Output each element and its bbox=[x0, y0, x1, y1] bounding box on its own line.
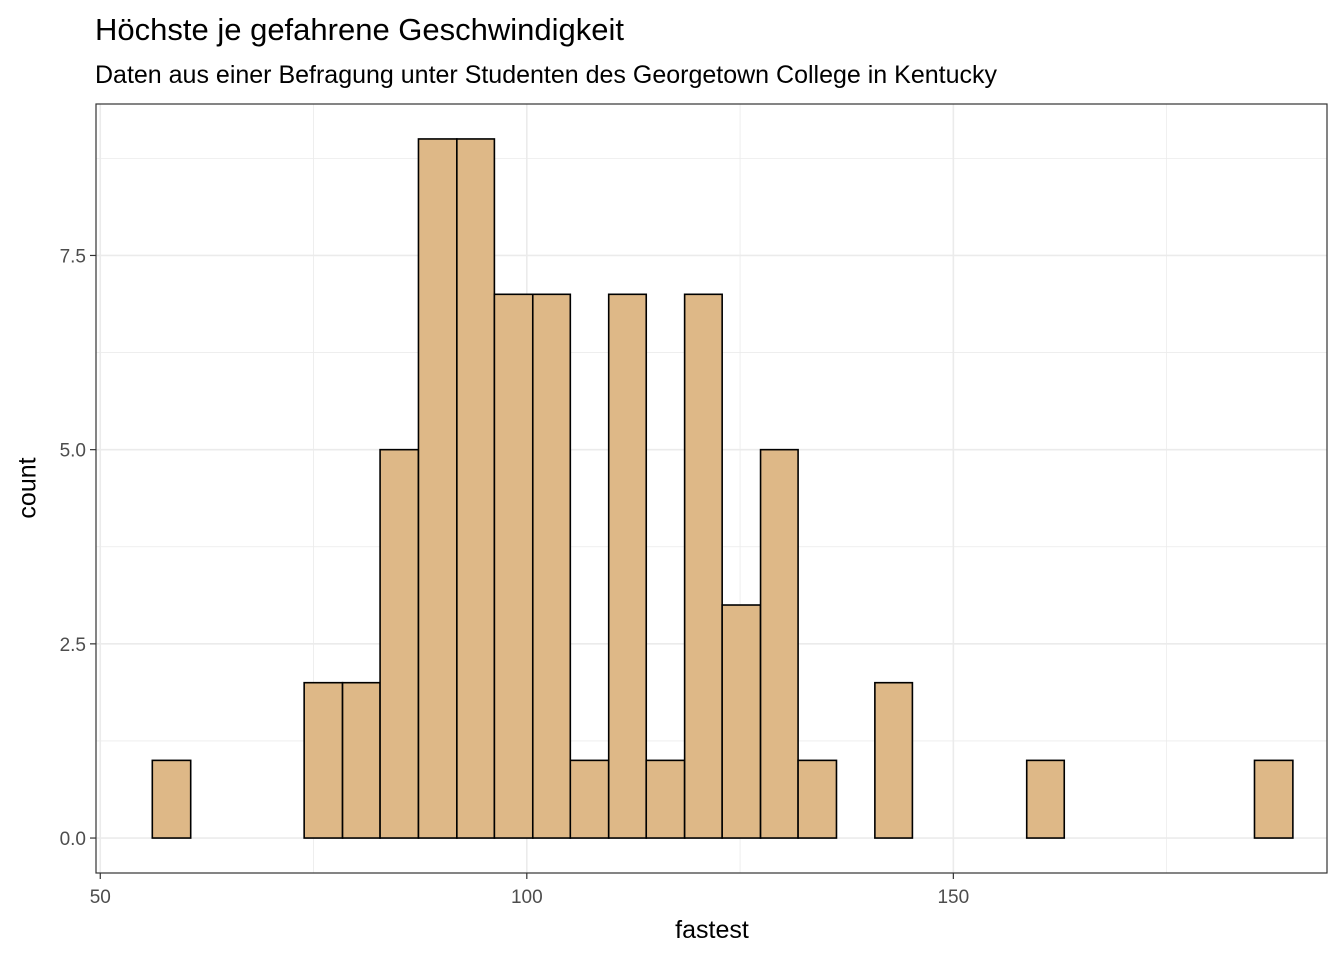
histogram-bar bbox=[379, 448, 420, 839]
panel-border bbox=[95, 103, 1328, 874]
histogram-bar bbox=[303, 681, 344, 839]
histogram-bars bbox=[151, 138, 1294, 839]
y-tick-label: 7.5 bbox=[60, 246, 86, 267]
histogram-bar bbox=[683, 293, 723, 839]
histogram-bar bbox=[874, 681, 914, 839]
histogram-bar bbox=[531, 293, 572, 839]
histogram-bar bbox=[151, 759, 192, 839]
y-tick-label: 5.0 bbox=[60, 441, 86, 462]
histogram-bar bbox=[417, 138, 458, 839]
x-tick-label: 100 bbox=[511, 887, 543, 908]
histogram-bar bbox=[1253, 759, 1294, 839]
y-axis-ticks: 0.0 2.5 5.0 7.5 bbox=[60, 246, 96, 850]
x-tick-label: 150 bbox=[937, 887, 969, 908]
y-tick-label: 2.5 bbox=[60, 635, 86, 656]
histogram-bar bbox=[607, 293, 648, 839]
chart-subtitle: Daten aus einer Befragung unter Studente… bbox=[95, 61, 997, 89]
y-tick-label: 0.0 bbox=[60, 829, 86, 850]
histogram-bar bbox=[456, 138, 496, 839]
histogram-bar bbox=[341, 681, 381, 839]
histogram-bar bbox=[759, 448, 799, 839]
histogram-bar bbox=[569, 759, 610, 839]
histogram-bar bbox=[1025, 759, 1066, 839]
x-axis-label: fastest bbox=[675, 916, 749, 944]
histogram-bar bbox=[645, 759, 686, 839]
histogram-bar bbox=[797, 759, 838, 839]
histogram-bar bbox=[721, 604, 762, 839]
x-axis-ticks: 50 100 150 bbox=[90, 873, 969, 908]
histogram-bar bbox=[493, 293, 534, 839]
x-tick-label: 50 bbox=[90, 887, 111, 908]
chart-title: Höchste je gefahrene Geschwindigkeit bbox=[95, 12, 625, 47]
